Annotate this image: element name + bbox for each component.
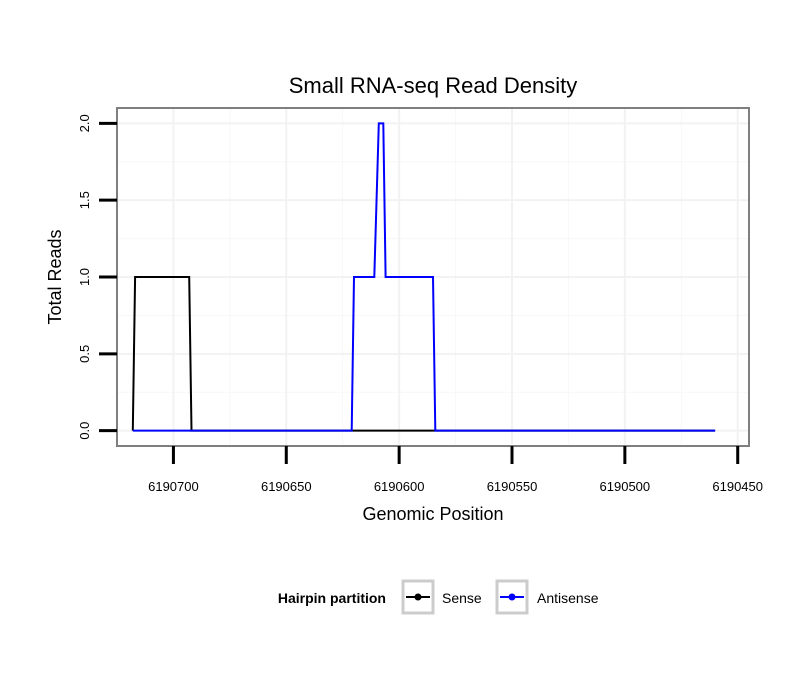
x-tick-label: 6190650 xyxy=(261,479,312,494)
y-axis-title: Total Reads xyxy=(45,229,65,324)
x-tick-label: 6190450 xyxy=(712,479,763,494)
series-lines xyxy=(131,122,716,432)
legend-key-sense-dot xyxy=(414,593,422,601)
axes: 6190700 6190650 6190600 6190550 6190500 61904… xyxy=(77,114,763,494)
legend-title: Hairpin partition xyxy=(278,590,386,606)
y-tick-label: 1.5 xyxy=(77,191,92,209)
y-tick-label: 2.0 xyxy=(77,114,92,132)
x-tick-label: 6190550 xyxy=(487,479,538,494)
legend: Hairpin partition Sense Antisense xyxy=(278,579,599,615)
x-tick-label: 6190600 xyxy=(374,479,425,494)
x-tick-label: 6190700 xyxy=(148,479,199,494)
y-tick-label: 0.5 xyxy=(77,345,92,363)
y-tick-label: 1.0 xyxy=(77,268,92,286)
legend-key-antisense-dot xyxy=(508,593,516,601)
chart-title: Small RNA-seq Read Density xyxy=(289,73,578,98)
x-tick-label: 6190500 xyxy=(600,479,651,494)
legend-label-sense: Sense xyxy=(442,590,482,606)
legend-label-antisense: Antisense xyxy=(537,590,599,606)
y-tick-label: 0.0 xyxy=(77,422,92,440)
x-axis-title: Genomic Position xyxy=(362,504,503,524)
series-line-antisense xyxy=(132,122,716,432)
